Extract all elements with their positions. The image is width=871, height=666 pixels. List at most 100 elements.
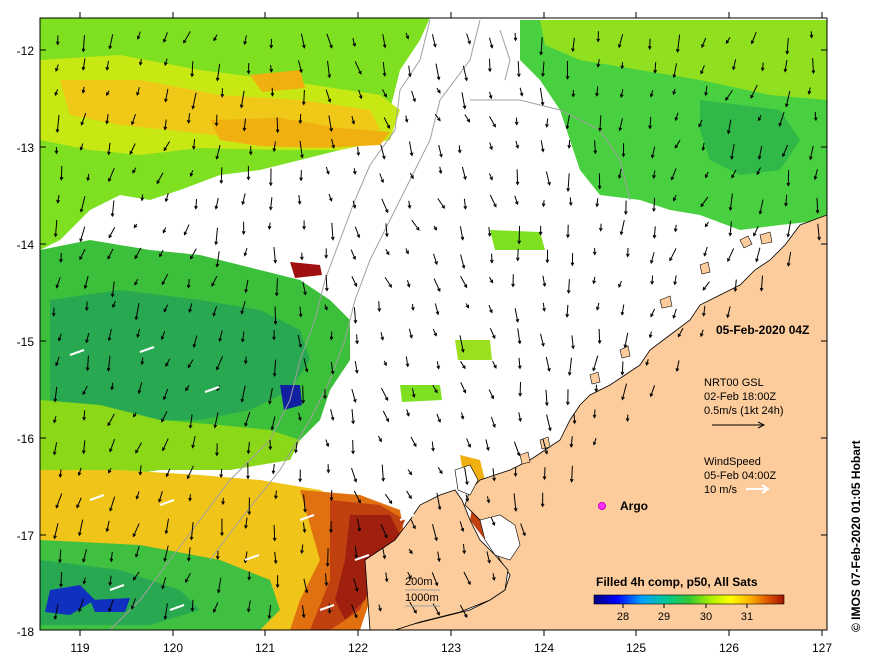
current-arrow <box>545 356 550 372</box>
current-arrow <box>325 274 328 291</box>
current-arrow <box>53 523 59 539</box>
current-arrowhead <box>492 123 496 128</box>
current-arrow <box>270 64 272 72</box>
current-arrowhead <box>132 576 137 581</box>
current-arrow <box>192 92 197 109</box>
current-arrow <box>459 604 468 618</box>
current-arrow <box>162 438 169 451</box>
current-arrowhead <box>354 554 359 559</box>
current-arrowhead <box>404 118 409 123</box>
current-arrowhead <box>273 560 278 565</box>
current-arrow <box>59 549 62 563</box>
currents-legend: NRT00 GSL 02-Feb 18:00Z 0.5m/s (1kt 24h) <box>704 377 783 429</box>
current-arrowhead <box>303 291 307 296</box>
current-arrow <box>463 571 471 585</box>
current-arrowhead <box>412 525 416 530</box>
current-arrow <box>649 116 652 129</box>
current-arrowhead <box>406 283 411 288</box>
current-arrow <box>325 573 327 586</box>
isobath-1000-label: 1000m <box>405 592 439 604</box>
current-arrowhead <box>330 416 335 421</box>
current-arrowhead <box>460 415 465 420</box>
current-arrow <box>677 34 681 52</box>
current-arrowhead <box>136 91 140 97</box>
current-arrowhead <box>732 66 736 71</box>
current-arrowhead <box>188 424 193 429</box>
current-arrowhead <box>81 48 86 53</box>
current-arrowhead <box>567 144 572 149</box>
current-arrow <box>756 167 761 175</box>
current-arrowhead <box>272 148 277 152</box>
current-arrowhead <box>730 155 734 160</box>
current-arrowhead <box>652 174 656 180</box>
current-arrowhead <box>130 605 135 610</box>
colorbar: Filled 4h comp, p50, All Sats 28 29 30 3… <box>593 575 785 623</box>
current-arrowhead <box>215 155 220 160</box>
current-arrow <box>572 37 575 52</box>
current-arrowhead <box>357 527 362 532</box>
current-arrowhead <box>462 389 467 394</box>
current-arrowhead <box>515 318 520 323</box>
current-arrowhead <box>214 122 219 127</box>
current-arrow <box>545 171 551 186</box>
current-arrow <box>350 249 356 260</box>
current-arrow <box>650 90 654 97</box>
current-arrowhead <box>753 232 757 237</box>
current-arrow <box>106 60 109 70</box>
current-arrow <box>82 35 85 52</box>
current-arrow <box>378 604 382 611</box>
current-arrowhead <box>813 176 818 181</box>
current-arrow <box>759 199 764 214</box>
current-arrowhead <box>408 73 412 78</box>
current-arrow <box>161 577 167 589</box>
wind-arrow <box>139 346 155 353</box>
current-arrowhead <box>547 181 551 186</box>
current-arrowhead <box>79 208 84 213</box>
current-arrow <box>405 115 408 123</box>
current-arrowhead <box>457 149 462 154</box>
current-arrow <box>357 146 360 156</box>
current-arrow <box>274 551 277 564</box>
current-arrowhead <box>161 418 165 423</box>
current-arrowhead <box>785 103 789 108</box>
current-arrowhead <box>188 497 192 502</box>
current-arrowhead <box>383 93 387 98</box>
current-arrowhead <box>701 44 705 49</box>
current-arrowhead <box>595 203 600 208</box>
current-arrow <box>817 223 820 240</box>
current-arrowhead <box>441 205 445 209</box>
current-arrow <box>489 116 496 128</box>
current-arrow <box>328 193 333 201</box>
current-arrowhead <box>329 336 334 341</box>
current-arrow <box>351 388 356 403</box>
current-arrowhead <box>645 361 650 366</box>
current-arrow <box>779 111 785 126</box>
current-arrow <box>516 169 519 185</box>
current-arrow <box>787 220 792 237</box>
current-arrowhead <box>467 443 471 448</box>
current-arrow <box>188 547 191 561</box>
current-arrow <box>219 330 223 342</box>
current-arrowhead <box>241 230 246 235</box>
current-arrowhead <box>733 288 738 293</box>
current-arrow <box>546 118 549 127</box>
sst-field <box>40 18 522 630</box>
current-arrow <box>542 61 545 77</box>
current-arrowhead <box>304 589 309 594</box>
current-arrow <box>270 197 273 210</box>
current-arrow <box>675 112 679 121</box>
current-arrowhead <box>726 314 730 319</box>
current-arrow <box>240 90 245 108</box>
current-arrow <box>303 578 308 593</box>
current-arrow <box>193 335 198 348</box>
wind-vectors <box>69 346 415 611</box>
current-arrow <box>274 359 277 376</box>
current-arrow <box>598 328 601 344</box>
current-arrowhead <box>268 446 273 451</box>
current-arrowhead <box>133 224 138 229</box>
current-arrowhead <box>160 336 165 341</box>
current-arrowhead <box>592 367 596 372</box>
current-arrowhead <box>439 470 443 475</box>
current-arrow <box>184 224 190 235</box>
current-arrow <box>79 248 86 260</box>
